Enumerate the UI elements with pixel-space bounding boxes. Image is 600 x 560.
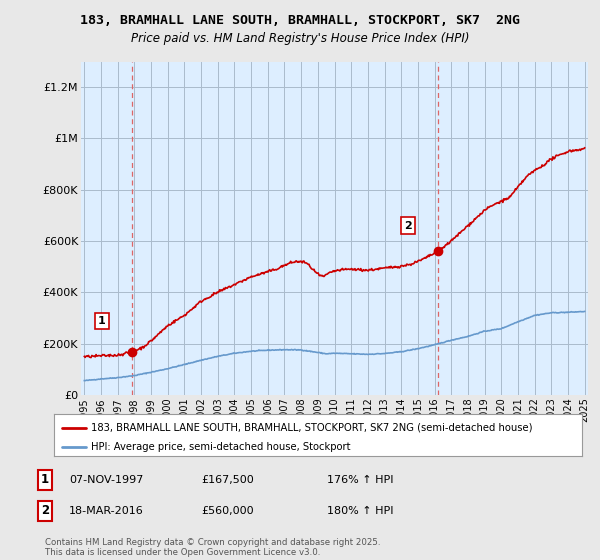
Text: 07-NOV-1997: 07-NOV-1997 bbox=[69, 475, 143, 485]
Text: 176% ↑ HPI: 176% ↑ HPI bbox=[327, 475, 394, 485]
Text: £560,000: £560,000 bbox=[201, 506, 254, 516]
Text: 183, BRAMHALL LANE SOUTH, BRAMHALL, STOCKPORT, SK7 2NG (semi-detached house): 183, BRAMHALL LANE SOUTH, BRAMHALL, STOC… bbox=[91, 423, 532, 433]
Text: Contains HM Land Registry data © Crown copyright and database right 2025.
This d: Contains HM Land Registry data © Crown c… bbox=[45, 538, 380, 557]
Text: 180% ↑ HPI: 180% ↑ HPI bbox=[327, 506, 394, 516]
Text: 1: 1 bbox=[98, 316, 106, 326]
Text: 1: 1 bbox=[41, 473, 49, 487]
Text: 18-MAR-2016: 18-MAR-2016 bbox=[69, 506, 144, 516]
Text: HPI: Average price, semi-detached house, Stockport: HPI: Average price, semi-detached house,… bbox=[91, 442, 350, 452]
Text: Price paid vs. HM Land Registry's House Price Index (HPI): Price paid vs. HM Land Registry's House … bbox=[131, 32, 469, 45]
Text: 2: 2 bbox=[404, 221, 412, 231]
Text: 183, BRAMHALL LANE SOUTH, BRAMHALL, STOCKPORT, SK7  2NG: 183, BRAMHALL LANE SOUTH, BRAMHALL, STOC… bbox=[80, 14, 520, 27]
Text: 2: 2 bbox=[41, 504, 49, 517]
Text: £167,500: £167,500 bbox=[201, 475, 254, 485]
